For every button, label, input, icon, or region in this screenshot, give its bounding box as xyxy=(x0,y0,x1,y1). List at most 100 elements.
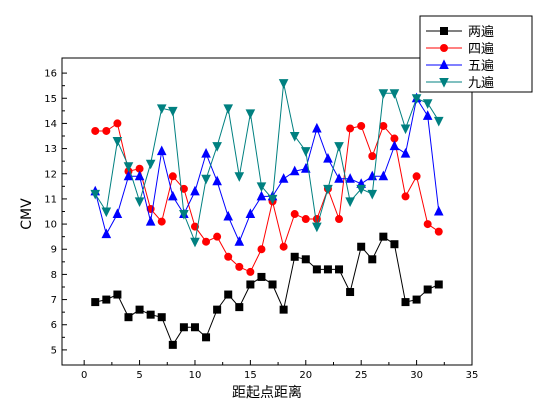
data-point xyxy=(301,215,310,224)
y-tick-label: 8 xyxy=(51,270,57,281)
data-point xyxy=(434,227,443,236)
y-tick-label: 11 xyxy=(44,194,57,205)
data-point xyxy=(134,197,145,208)
y-tick-label: 13 xyxy=(44,144,57,155)
data-point xyxy=(323,184,333,195)
data-point xyxy=(112,208,123,219)
data-point xyxy=(145,215,156,226)
legend-item: 九遍 xyxy=(426,75,494,91)
data-point xyxy=(190,185,200,196)
data-point xyxy=(279,242,288,251)
data-point xyxy=(290,210,299,219)
data-point xyxy=(256,182,267,192)
data-point xyxy=(268,280,277,289)
y-tick-label: 14 xyxy=(44,119,57,130)
data-point xyxy=(323,265,332,274)
data-point xyxy=(312,265,321,274)
legend-item: 四遍 xyxy=(426,41,494,57)
y-tick-label: 15 xyxy=(44,94,57,105)
data-point xyxy=(190,237,200,248)
data-point xyxy=(168,340,177,349)
data-point xyxy=(312,122,322,133)
data-point xyxy=(433,205,444,216)
data-point xyxy=(202,333,211,342)
y-tick-label: 16 xyxy=(44,69,57,80)
data-point xyxy=(91,126,100,135)
data-point xyxy=(213,305,222,314)
legend-label: 两遍 xyxy=(468,24,494,40)
data-point xyxy=(422,99,433,109)
y-tick-label: 10 xyxy=(44,220,57,231)
data-point xyxy=(289,165,300,176)
data-point xyxy=(91,298,100,307)
data-point xyxy=(190,222,199,231)
data-point xyxy=(357,121,366,130)
y-tick-label: 6 xyxy=(51,320,57,331)
data-point xyxy=(357,242,366,251)
data-point xyxy=(190,323,199,332)
legend-marker xyxy=(439,59,449,69)
series-1 xyxy=(91,232,443,349)
data-point xyxy=(101,207,112,218)
data-point xyxy=(135,305,144,314)
data-point xyxy=(212,175,222,186)
data-point xyxy=(223,210,234,221)
data-point xyxy=(179,323,188,332)
data-point xyxy=(378,89,389,99)
data-point xyxy=(301,255,310,264)
y-axis-ticks: 5 6 7 8 9 10 11 12 13 14 15 16 xyxy=(44,69,67,356)
data-point xyxy=(246,267,255,276)
data-point xyxy=(379,232,388,241)
data-point xyxy=(212,142,222,152)
x-tick-label: 10 xyxy=(189,370,202,381)
data-point xyxy=(202,237,211,246)
data-point xyxy=(267,194,278,205)
y-tick-label: 12 xyxy=(44,169,57,180)
data-point xyxy=(156,104,167,114)
data-point xyxy=(157,217,166,226)
data-point xyxy=(168,106,178,117)
data-point xyxy=(346,288,355,297)
data-point xyxy=(235,303,244,312)
data-point xyxy=(400,148,411,158)
data-point xyxy=(389,89,400,99)
x-tick-label: 0 xyxy=(81,370,87,381)
data-point xyxy=(412,172,421,181)
data-point xyxy=(289,132,300,142)
data-point xyxy=(213,232,222,241)
data-point xyxy=(168,190,178,201)
data-point xyxy=(101,228,112,239)
data-point xyxy=(102,295,111,304)
data-point xyxy=(234,236,245,246)
data-point xyxy=(300,163,311,173)
series-layer xyxy=(90,79,444,349)
data-point xyxy=(134,170,145,181)
data-point xyxy=(145,159,156,170)
y-tick-label: 5 xyxy=(51,345,57,356)
data-point xyxy=(411,94,422,104)
data-point xyxy=(157,313,166,322)
y-axis-title: CMV xyxy=(19,198,35,230)
legend-box xyxy=(419,15,533,93)
data-point xyxy=(156,145,167,156)
data-point xyxy=(335,265,344,274)
data-point xyxy=(168,172,177,181)
series-line xyxy=(94,83,440,244)
data-point xyxy=(334,173,344,183)
data-point xyxy=(433,116,444,127)
x-tick-label: 25 xyxy=(355,370,368,381)
legend-label: 五遍 xyxy=(468,58,494,74)
x-tick-label: 15 xyxy=(244,370,257,381)
data-point xyxy=(423,220,432,229)
y-tick-label: 7 xyxy=(51,295,57,306)
series-line xyxy=(95,235,440,346)
data-point xyxy=(312,222,322,233)
data-point xyxy=(422,110,433,120)
series-4 xyxy=(90,79,444,248)
data-point xyxy=(379,121,388,130)
data-point xyxy=(257,245,266,254)
data-point xyxy=(234,172,245,182)
